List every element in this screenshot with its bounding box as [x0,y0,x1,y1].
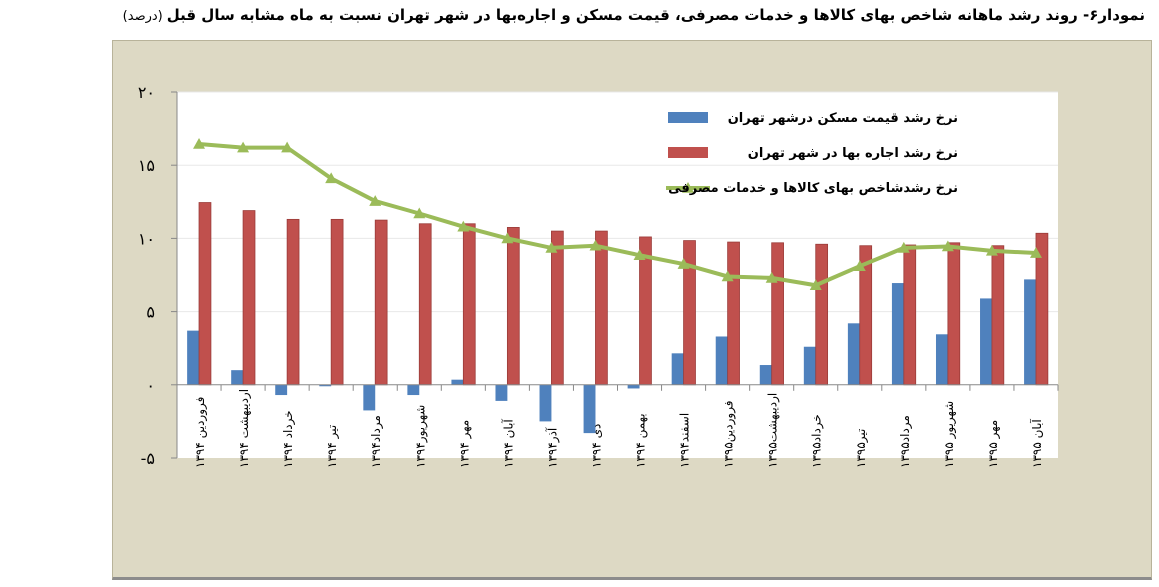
bar-rent [462,223,476,386]
x-tick-label: فروردین۱۳۹۵ [722,400,737,468]
bar-housing [803,346,816,385]
legend-swatch [668,147,708,158]
legend-marker [682,182,694,193]
legend-label: نرخ رشد قیمت مسکن درشهر تهران [728,111,958,126]
bar-housing [935,334,948,385]
x-tick-label: شهریور۱۳۹۴ [413,405,428,468]
bar-housing [539,384,552,422]
bar-housing [627,384,640,389]
chart-title: نمودار۶- روند رشد ماهانه شاخص بهای کالاه… [0,6,1145,24]
y-tick-label: ۲۰ [138,83,155,102]
cpi-marker [985,244,998,256]
x-tick-label: مرداد۱۳۹۴ [369,415,384,468]
bar-rent [374,219,388,386]
x-tick-label: آبان ۱۳۹۴ [500,419,515,468]
title-text: نمودار۶- روند رشد ماهانه شاخص بهای کالاه… [166,6,1145,24]
bar-rent [551,230,564,386]
x-tick-label: مهر ۱۳۹۵ [986,420,1001,468]
bar-housing [451,379,464,385]
y-tick-label: ۱۵ [138,156,155,175]
x-tick-label: اسفند۱۳۹۴ [678,413,692,468]
x-tick-label: خرداد۱۳۹۵ [810,414,825,468]
bar-housing [980,298,992,385]
bar-rent [286,218,300,386]
cpi-marker [413,207,426,219]
x-tick-label: اردیبهشت ۱۳۹۴ [237,389,252,468]
bar-rent [418,223,432,386]
cpi-marker [457,220,470,232]
cpi-marker [765,271,778,283]
bar-housing [847,323,860,385]
bar-housing [671,353,684,385]
legend-label: نرخ رشدشاخص بهای کالاها و خدمات مصرفی [668,181,958,196]
x-tick-label: شهریور ۱۳۹۵ [942,401,957,468]
cpi-marker [897,241,910,253]
cpi-marker [677,258,690,269]
cpi-marker [589,239,602,251]
x-tick-label: مهر ۱۳۹۴ [457,420,472,468]
bar-rent [947,242,961,386]
bar-housing [363,384,376,411]
bar-housing [759,365,772,385]
bar-housing [583,384,596,434]
cpi-marker [941,240,954,252]
x-tick-label: مرداد۱۳۹۵ [898,415,913,468]
bar-rent [595,230,608,386]
bar-housing [187,330,200,385]
cpi-marker [721,270,734,282]
y-tick-label: ۰ [146,376,155,395]
cpi-marker [809,279,822,291]
bar-rent [771,242,784,386]
cpi-marker [545,241,558,253]
cpi-marker [1029,247,1042,258]
x-tick-label: دی ۱۳۹۴ [589,424,603,468]
cpi-marker [193,137,206,149]
bar-housing [495,384,508,401]
legend-label: نرخ رشد اجاره بها در شهر تهران [748,146,958,161]
bar-housing [407,384,420,396]
x-tick-label: اردیبهشت۱۳۹۵ [766,393,781,468]
cpi-line [198,141,1037,288]
bar-rent [242,210,256,386]
legend-swatch [668,112,708,123]
bar-rent [903,244,917,386]
bar-housing [715,336,728,385]
bar-housing [231,370,244,385]
cpi-marker [501,232,514,244]
bar-rent [727,241,740,386]
cpi-marker [237,141,250,153]
bar-housing [319,384,332,387]
y-tick-label: -۵ [141,449,155,468]
x-tick-label: تیر ۱۳۹۴ [325,425,340,468]
cpi-marker [853,260,866,272]
x-tick-label: خرداد ۱۳۹۴ [281,410,296,468]
cpi-marker [369,195,382,206]
y-tick-label: ۱۰ [138,229,155,248]
y-tick-label: ۵ [146,303,155,322]
bar-housing [1024,279,1036,385]
cpi-marker [281,141,294,153]
bar-rent [815,243,829,386]
unit-label: (درصد) [122,9,163,24]
cpi-marker [325,172,338,184]
cpi-marker [633,249,646,261]
x-tick-label: تیر۱۳۹۵ [854,429,869,468]
x-tick-label: بهمن ۱۳۹۴ [634,413,649,468]
bar-rent [330,218,344,386]
bar-housing [891,283,904,385]
bar-rent [506,227,520,386]
bar-rent [991,245,1005,386]
bar-housing [275,384,288,396]
x-tick-label: آذر۱۳۹۴ [544,427,560,468]
x-tick-label: فروردین ۱۳۹۴ [193,397,208,468]
bar-rent [198,202,212,386]
x-tick-label: آبان ۱۳۹۵ [1029,419,1044,468]
